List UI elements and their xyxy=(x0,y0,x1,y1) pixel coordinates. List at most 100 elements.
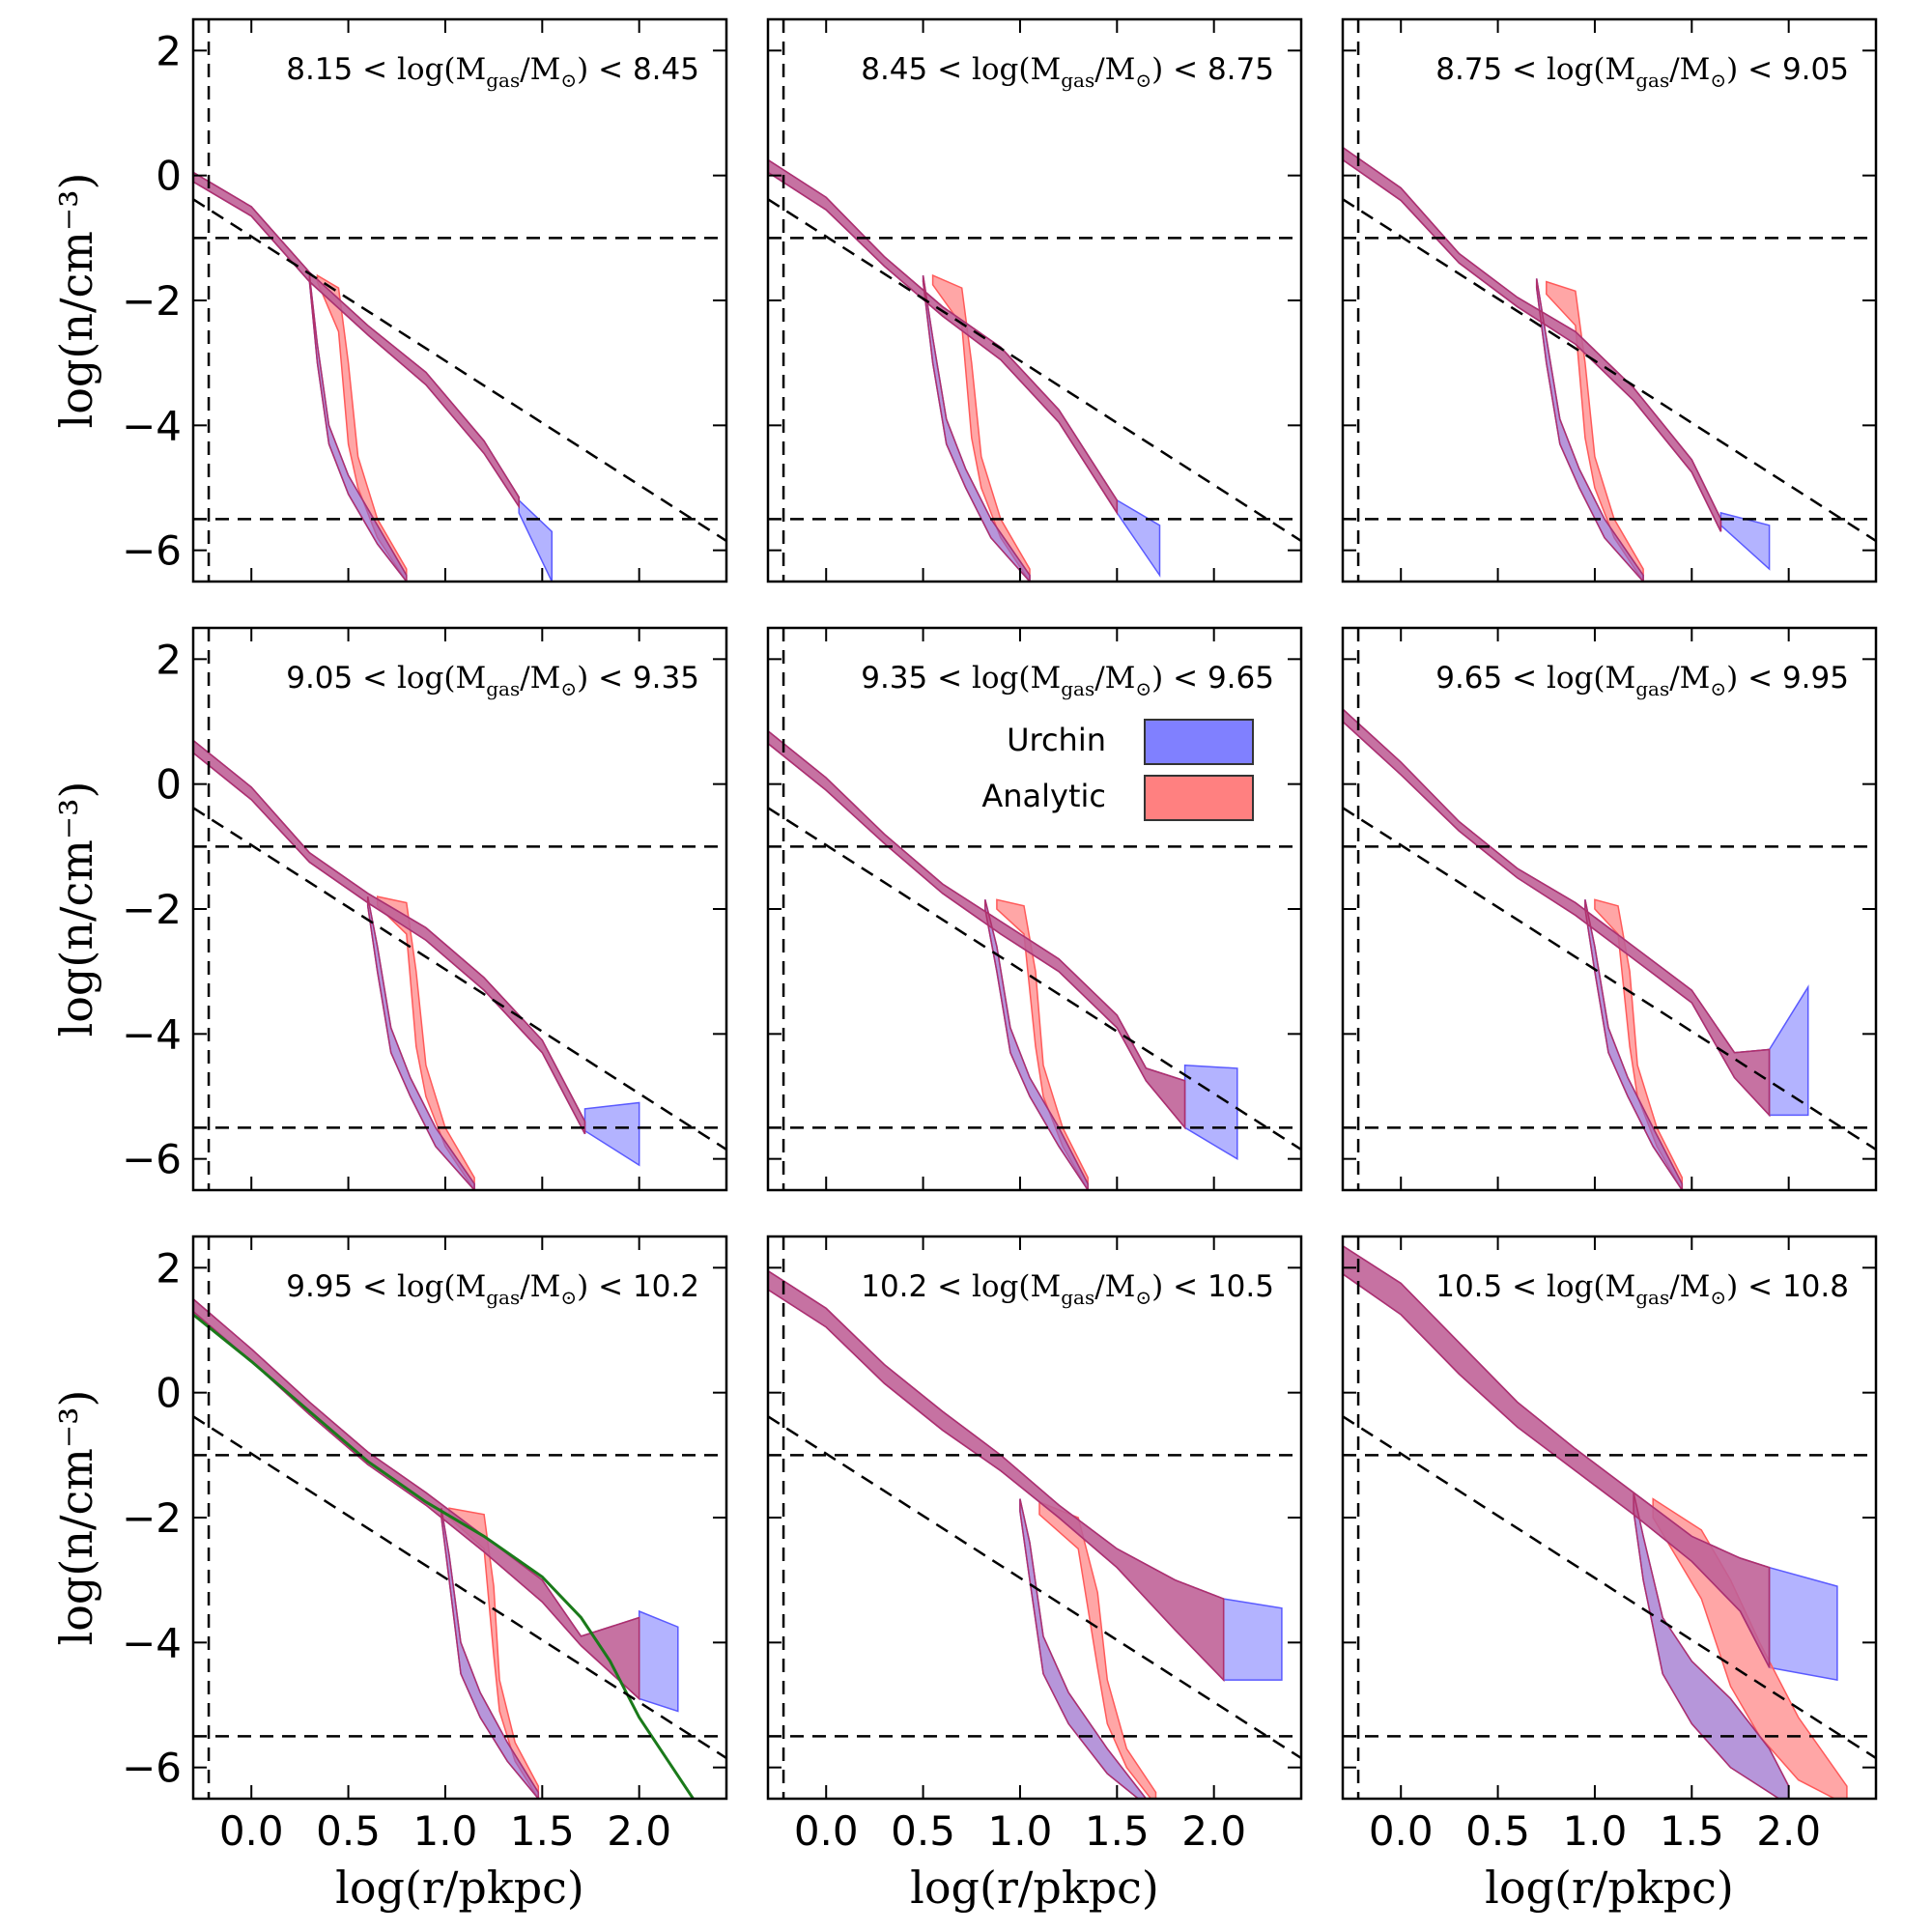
urchin-outer-tail-band xyxy=(1183,1064,1238,1161)
diagonal-reference-line xyxy=(768,198,1301,543)
mass-close: ) xyxy=(577,1269,588,1304)
overlap-inner-band xyxy=(984,899,1089,1190)
urchin-outer-tail-band xyxy=(1768,984,1809,1117)
panel-mass-range-label: 9.95 < log(Mgas/M⊙) < 10.2 xyxy=(286,1269,699,1309)
urchin-outer-tail-band xyxy=(1768,1566,1838,1682)
panel-frame xyxy=(766,1235,1303,1801)
mass-upper-bound: < 10.5 xyxy=(1163,1269,1274,1304)
legend: Urchin Analytic xyxy=(981,719,1254,821)
x-axis-title: log(r/pkpc) xyxy=(910,1861,1159,1914)
panel-plot-area xyxy=(768,19,1301,582)
panel-plot-area xyxy=(1343,628,1876,1190)
y-tick-label: 2 xyxy=(156,1244,182,1292)
mass-upper-bound: < 9.35 xyxy=(588,661,699,696)
analytic-inner-band xyxy=(996,898,1089,1190)
mass-subscript: gas xyxy=(1061,1286,1094,1309)
x-tick-label: 1.0 xyxy=(988,1807,1053,1855)
mass-upper-bound: < 9.05 xyxy=(1738,52,1849,87)
panel-mass-range-label: 8.15 < log(Mgas/M⊙) < 8.45 xyxy=(286,52,699,92)
mass-lower-bound: 9.95 < xyxy=(286,1269,397,1304)
x-axis-title: log(r/pkpc) xyxy=(1485,1861,1734,1914)
x-tick-label: 1.0 xyxy=(413,1807,478,1855)
panel-frame xyxy=(191,17,728,583)
mass-subscript: gas xyxy=(1635,1286,1669,1309)
y-tick-label: −2 xyxy=(122,1494,182,1542)
mass-upper-bound: < 9.65 xyxy=(1163,661,1274,696)
mass-subscript: gas xyxy=(486,69,520,92)
y-tick-label: −6 xyxy=(122,1136,182,1183)
overlap-inner-band xyxy=(308,275,408,582)
panel-4: 2 0 −2 −4 −6 log(n/cm⁻³) 9.05 < log(Mgas/M⊙) <… xyxy=(50,626,728,1192)
overlap-inner-band xyxy=(1633,1492,1790,1799)
median-profile-line xyxy=(193,1313,696,1799)
sun-subscript: ⊙ xyxy=(1135,69,1151,92)
mass-lower-bound: 10.5 < xyxy=(1435,1269,1547,1304)
mass-close: ) xyxy=(577,52,588,87)
diagonal-reference-line xyxy=(768,1415,1301,1760)
mass-close: ) xyxy=(1726,1269,1738,1304)
mass-variable: log(M xyxy=(397,52,486,87)
panel-frame xyxy=(766,17,1303,583)
y-tick-label: −4 xyxy=(122,1619,182,1666)
mass-divider: /M xyxy=(1669,52,1710,87)
sun-subscript: ⊙ xyxy=(560,69,577,92)
overlap-outer-band xyxy=(193,1297,640,1701)
mass-lower-bound: 8.15 < xyxy=(286,52,397,87)
mass-divider: /M xyxy=(520,661,560,696)
mass-upper-bound: < 8.75 xyxy=(1163,52,1274,87)
mass-upper-bound: < 9.95 xyxy=(1738,661,1849,696)
sun-subscript: ⊙ xyxy=(1710,69,1726,92)
panel-frame xyxy=(1341,17,1878,583)
panel-mass-range-label: 10.2 < log(Mgas/M⊙) < 10.5 xyxy=(861,1269,1274,1309)
panel-plot-area xyxy=(193,628,726,1190)
mass-divider: /M xyxy=(1669,661,1710,696)
mass-variable: log(M xyxy=(972,661,1061,696)
panel-9: 0.0 0.5 1.0 1.5 2.0 log(r/pkpc) 10.5 < log(Mga… xyxy=(1341,1235,1878,1914)
x-tick-label: 2.0 xyxy=(607,1807,671,1855)
sun-subscript: ⊙ xyxy=(1135,1286,1151,1309)
mass-variable: log(M xyxy=(972,52,1061,87)
panel-plot-area xyxy=(193,19,726,582)
overlap-outer-band xyxy=(1343,1244,1771,1668)
panel-mass-range-label: 9.05 < log(Mgas/M⊙) < 9.35 xyxy=(286,661,699,700)
sun-subscript: ⊙ xyxy=(560,1286,577,1309)
overlap-inner-band xyxy=(1584,899,1684,1190)
urchin-outer-tail-band xyxy=(1222,1598,1283,1681)
overlap-outer-band xyxy=(1343,146,1722,532)
sun-subscript: ⊙ xyxy=(1135,677,1151,700)
mass-upper-bound: < 8.45 xyxy=(588,52,699,87)
mass-close: ) xyxy=(1726,52,1738,87)
y-axis-title: log(n/cm⁻³) xyxy=(50,173,102,429)
y-tick-label: −6 xyxy=(122,1745,182,1792)
mass-subscript: gas xyxy=(486,1286,520,1309)
mass-lower-bound: 8.45 < xyxy=(861,52,972,87)
panel-plot-area xyxy=(768,628,1301,1190)
mass-upper-bound: < 10.2 xyxy=(588,1269,699,1304)
panel-7: 2 0 −2 −4 −6 log(n/cm⁻³) 0.0 0.5 1.0 1.5 2.0 log(r/… xyxy=(50,1235,728,1914)
mass-lower-bound: 8.75 < xyxy=(1435,52,1547,87)
analytic-inner-band xyxy=(376,895,475,1190)
y-tick-label: 0 xyxy=(156,1370,182,1417)
mass-close: ) xyxy=(577,661,588,696)
diagonal-reference-line xyxy=(193,807,726,1151)
panel-6: 9.65 < log(Mgas/M⊙) < 9.95 xyxy=(1341,626,1878,1192)
mass-variable: log(M xyxy=(397,661,486,696)
panel-plot-area xyxy=(1343,19,1876,582)
y-axis-title: log(n/cm⁻³) xyxy=(50,1390,102,1646)
y-tick-label: −2 xyxy=(122,886,182,933)
mass-variable: log(M xyxy=(1547,52,1635,87)
panel-mass-range-label: 10.5 < log(Mgas/M⊙) < 10.8 xyxy=(1435,1269,1849,1309)
overlap-outer-band xyxy=(768,1269,1225,1682)
panel-mass-range-label: 8.75 < log(Mgas/M⊙) < 9.05 xyxy=(1435,52,1849,92)
panel-1: 2 0 −2 −4 −6 log(n/cm⁻³) 8.15 < log(Mgas/M⊙) <… xyxy=(50,17,728,583)
mass-lower-bound: 10.2 < xyxy=(861,1269,972,1304)
x-tick-label: 1.0 xyxy=(1563,1807,1628,1855)
mass-divider: /M xyxy=(1094,1269,1135,1304)
panel-2: 8.45 < log(Mgas/M⊙) < 8.75 xyxy=(766,17,1303,583)
panel-plot-area xyxy=(193,1236,726,1799)
y-axis-title: log(n/cm⁻³) xyxy=(50,781,102,1037)
mass-subscript: gas xyxy=(1635,677,1669,700)
panel-5: 9.35 < log(Mgas/M⊙) < 9.65 Urchin Analytic xyxy=(766,626,1303,1192)
urchin-outer-tail-band xyxy=(638,1609,679,1713)
